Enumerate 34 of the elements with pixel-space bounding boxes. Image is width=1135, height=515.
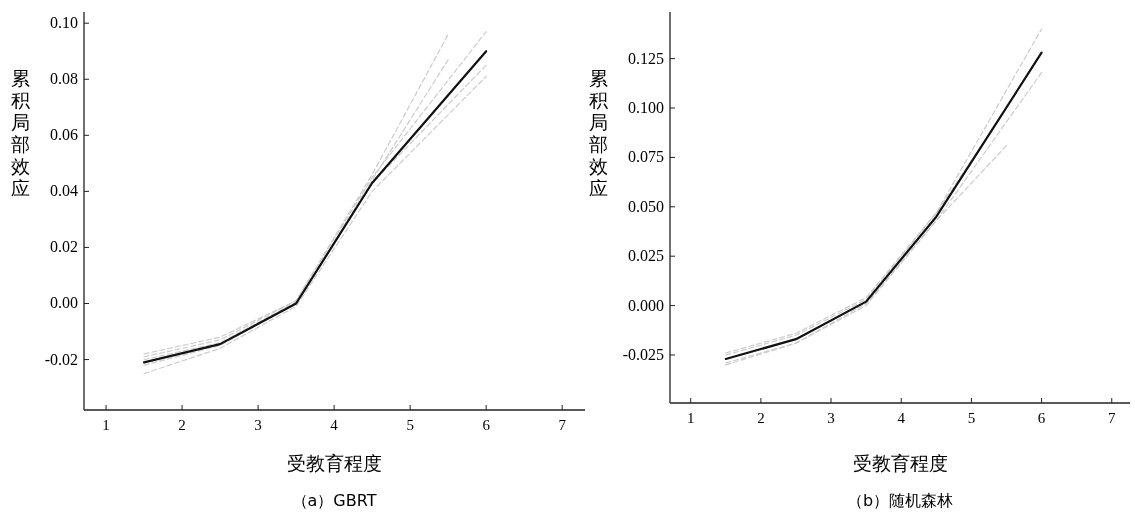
y-tick-label: 0.100	[628, 99, 664, 117]
y-tick-label: 0.06	[50, 126, 78, 144]
text: （b）随机森林	[846, 491, 954, 510]
x-tick-label: 5	[406, 417, 414, 433]
x-tick-label: 6	[482, 417, 491, 433]
x-tick-label: 2	[178, 417, 186, 433]
x-tick-label: 7	[1108, 410, 1116, 426]
y-tick-label: -0.025	[622, 345, 664, 363]
y-tick-label: 0.00	[50, 294, 78, 312]
x-tick-label: 7	[558, 417, 567, 433]
x-axis-title: 受教育程度	[852, 452, 948, 474]
y-tick-label: 0.125	[628, 49, 664, 67]
y-tick-label: 0.000	[628, 296, 664, 314]
x-tick-label: 4	[330, 417, 339, 433]
y-tick-label: 0.08	[50, 70, 78, 88]
x-tick-label: 1	[102, 417, 110, 433]
x-tick-label: 1	[686, 410, 695, 426]
x-tick-label: 2	[757, 410, 765, 426]
text: （a）GBRT	[291, 491, 377, 510]
x-axis-title: 受教育程度	[287, 452, 382, 474]
y-tick-label: -0.02	[44, 350, 78, 368]
x-tick-label: 3	[827, 410, 835, 426]
y-tick-label: 0.075	[628, 148, 664, 166]
x-tick-label: 5	[967, 410, 976, 426]
y-tick-label: 0.02	[50, 238, 78, 256]
x-tick-label: 4	[897, 410, 906, 426]
y-axis-title: 累积局部效应	[10, 67, 30, 199]
y-tick-label: 0.10	[50, 14, 78, 32]
x-tick-label: 6	[1037, 410, 1046, 426]
y-tick-label: 0.025	[628, 247, 664, 265]
y-axis-title: 累积局部效应	[588, 67, 608, 199]
y-tick-label: 0.050	[628, 197, 664, 215]
x-tick-label: 3	[254, 417, 262, 433]
y-tick-label: 0.04	[50, 182, 78, 200]
